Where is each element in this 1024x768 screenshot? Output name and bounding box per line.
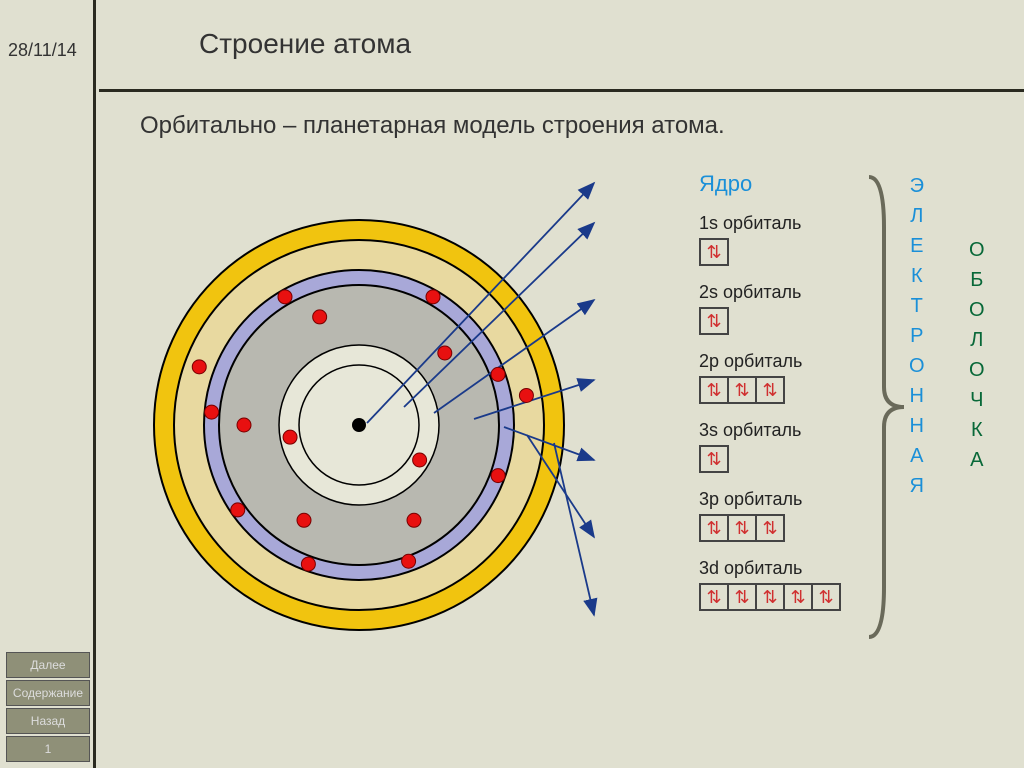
orbital-box: ⇅ [699, 238, 729, 266]
orbital-box: ⇅ [699, 376, 729, 404]
orbital-label: 2s орбиталь [699, 282, 841, 303]
orbital-row: 2p орбиталь⇅⇅⇅ [699, 351, 841, 404]
orbital-box: ⇅ [699, 445, 729, 473]
sidebar: 28/11/14 Далее Содержание Назад 1 [0, 0, 96, 768]
legend: Ядро 1s орбиталь⇅2s орбиталь⇅2p орбиталь… [699, 265, 841, 627]
orbital-row: 3s орбиталь ⇅ [699, 420, 841, 473]
orbital-label: 2p орбиталь [699, 351, 841, 372]
nucleus-label: Ядро [699, 171, 752, 196]
page-title: Строение атома [199, 28, 411, 60]
vertical-text-right: ОБОЛОЧКА [969, 235, 989, 475]
orbital-boxes: ⇅ [699, 238, 841, 266]
orbital-row: 3d орбиталь⇅⇅⇅⇅⇅ [699, 558, 841, 611]
diagram-area: Ядро 1s орбиталь ⇅ 2s орбиталь ⇅ 2p орбиталь… [99, 95, 1024, 768]
orbital-box: ⇅ [699, 583, 729, 611]
orbital-label: 1s орбиталь [699, 213, 841, 234]
orbital-row: 1s орбиталь ⇅ [699, 213, 841, 266]
orbital-box: ⇅ [727, 376, 757, 404]
orbital-label: 3p орбиталь [699, 489, 841, 510]
orbital-box: ⇅ [783, 583, 813, 611]
date-label: 28/11/14 [8, 40, 77, 61]
title-bar: Строение атома [99, 0, 1024, 92]
orbital-label: 3s орбиталь [699, 420, 841, 441]
nav-buttons: Далее Содержание Назад 1 [6, 650, 90, 762]
orbital-row: 2s орбиталь ⇅ [699, 282, 841, 335]
page-number: 1 [6, 736, 90, 762]
orbital-box: ⇅ [727, 514, 757, 542]
orbital-box: ⇅ [755, 583, 785, 611]
orbital-row: 3p орбиталь⇅⇅⇅ [699, 489, 841, 542]
orbital-box: ⇅ [755, 514, 785, 542]
next-button[interactable]: Далее [6, 652, 90, 678]
orbital-boxes: ⇅ [699, 307, 841, 335]
orbital-box: ⇅ [811, 583, 841, 611]
orbital-boxes: ⇅⇅⇅ [699, 376, 841, 404]
orbital-boxes: ⇅⇅⇅ [699, 514, 841, 542]
orbital-boxes: ⇅⇅⇅⇅⇅ [699, 583, 841, 611]
orbital-box: ⇅ [755, 376, 785, 404]
orbital-label: 3d орбиталь [699, 558, 841, 579]
contents-button[interactable]: Содержание [6, 680, 90, 706]
orbital-boxes: ⇅ [699, 445, 841, 473]
back-button[interactable]: Назад [6, 708, 90, 734]
orbital-box: ⇅ [699, 307, 729, 335]
orbital-box: ⇅ [699, 514, 729, 542]
orbital-box: ⇅ [727, 583, 757, 611]
brace-icon [859, 167, 919, 647]
